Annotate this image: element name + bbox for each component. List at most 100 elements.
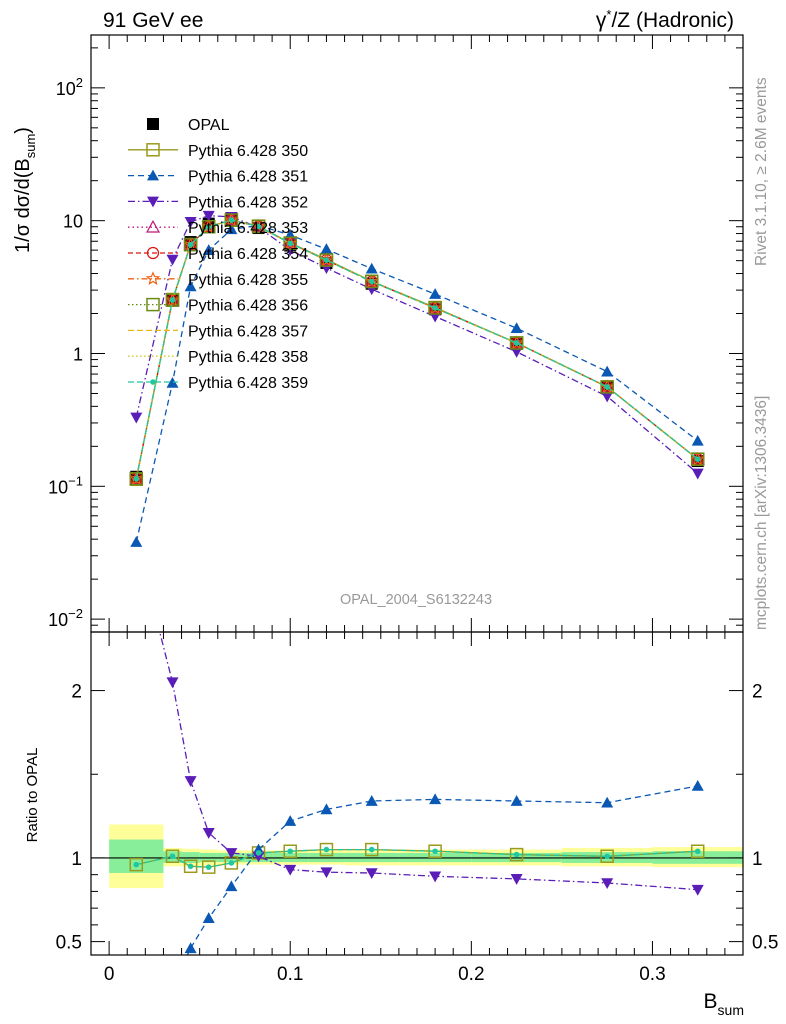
main-data-point: [184, 217, 197, 228]
main-y-tick-label: 10: [63, 212, 83, 232]
legend-marker: [146, 143, 160, 157]
main-data-point: [604, 384, 610, 390]
main-y-tick-label: 102: [56, 75, 83, 99]
legend-marker: [147, 169, 159, 181]
ratio-data-point: [167, 979, 179, 990]
legend-marker: [147, 196, 159, 208]
ratio-y-tick-label: 0.5: [56, 933, 82, 954]
ratio-data-point: [601, 796, 614, 808]
x-tick-label: 0.1: [277, 964, 303, 985]
main-data-point: [509, 336, 524, 350]
legend: OPAL Pythia 6.428 350 Pythia 6.428 351 Pyth…: [128, 117, 308, 392]
legend-entry-8: Pythia 6.428 357: [128, 323, 308, 340]
ratio-data-point: [166, 677, 179, 689]
legend-marker: [145, 219, 161, 233]
main-data-point: [601, 365, 614, 377]
ratio-y-tick-label-right: 2: [752, 682, 763, 703]
legend-label: Pythia 6.428 358: [188, 349, 308, 366]
main-data-point: [201, 219, 216, 234]
legend-label: Pythia 6.428 351: [188, 169, 308, 186]
main-data-point: [320, 243, 333, 254]
ratio-data-point: [252, 851, 265, 863]
x-tick-label: 0: [104, 964, 115, 985]
main-data-point: [432, 305, 438, 311]
main-data-point: [365, 262, 378, 274]
x-axis-label: Bsum: [704, 990, 744, 1018]
main-data-point: [319, 252, 334, 266]
legend-entry-3: Pythia 6.428 352: [128, 194, 308, 211]
main-series-10: [133, 217, 701, 482]
main-data-point: [283, 236, 298, 249]
main-data-point: [690, 451, 705, 465]
rivet-label: Rivet 3.1.10, ≥ 2.6M events: [753, 77, 770, 266]
main-data-point: [165, 293, 180, 307]
legend-label: Pythia 6.428 354: [188, 246, 308, 263]
main-data-point: [513, 340, 520, 346]
legend-marker: [145, 271, 161, 285]
main-data-point: [225, 223, 238, 235]
ratio-data-point: [368, 846, 375, 853]
ratio-y-tick-label-right: 1: [752, 849, 763, 870]
main-data-point: [228, 217, 235, 223]
ratio-data-point: [202, 828, 215, 839]
ratio-data-point: [225, 848, 238, 859]
legend-marker: [150, 379, 156, 385]
main-data-point: [691, 434, 704, 446]
main-data-point: [601, 391, 614, 403]
ratio-data-point: [225, 880, 238, 892]
ratio-data-point: [284, 864, 297, 876]
x-tick-label: 0.2: [458, 964, 484, 985]
ratio-data-point: [202, 912, 215, 923]
main-data-point: [364, 274, 379, 287]
ratio-series-3: [133, 846, 701, 870]
ratio-data-point: [323, 846, 330, 853]
main-data-point: [368, 278, 375, 285]
ratio-data-point: [133, 861, 140, 868]
ratio-data-point: [184, 776, 197, 787]
mcplots-label: mcplots.cern.ch [arXiv:1306.3436]: [753, 396, 770, 630]
ratio-data-point: [691, 779, 704, 791]
main-y-tick-label: 10−2: [48, 606, 83, 630]
ratio-stat-uncertainty-band: [109, 839, 164, 873]
main-data-point: [202, 244, 215, 255]
main-data-point: [287, 240, 294, 247]
main-y-tick-label: 1: [73, 344, 83, 364]
ratio-data-point: [429, 793, 442, 805]
ratio-series-2: [159, 632, 704, 896]
main-data-point: [183, 237, 198, 251]
ratio-data-point: [201, 860, 216, 874]
legend-entry-9: Pythia 6.428 358: [128, 349, 308, 366]
main-data-point: [251, 219, 266, 234]
main-data-point: [129, 472, 144, 486]
main-data-point: [169, 297, 176, 303]
ratio-data-point: [184, 942, 197, 954]
x-tick-label: 0.3: [639, 964, 665, 985]
legend-marker: [146, 297, 160, 312]
ratio-series-1: [130, 779, 704, 990]
main-data-point: [600, 380, 614, 394]
ratio-data-point: [365, 795, 378, 806]
main-data-point: [166, 254, 179, 266]
main-data-point: [133, 475, 140, 482]
ratio-data-point: [691, 884, 704, 896]
legend-label: Pythia 6.428 352: [188, 194, 308, 211]
main-data-point: [130, 412, 143, 424]
legend-label: Pythia 6.428 353: [188, 220, 308, 237]
legend-entry-2: Pythia 6.428 351: [128, 169, 308, 186]
header-left: 91 GeV ee: [103, 9, 203, 32]
main-data-point: [691, 468, 704, 480]
ratio-data-point: [130, 966, 142, 977]
ratio-data-point: [513, 851, 520, 858]
main-data-point: [166, 376, 179, 388]
ratio-data-point: [165, 849, 180, 864]
legend-marker: [146, 246, 160, 260]
legend-label: Pythia 6.428 357: [188, 323, 308, 340]
ratio-y-axis-label: Ratio to OPAL: [24, 748, 41, 843]
legend-entry-0: OPAL: [147, 117, 230, 134]
ratio-data-point: [429, 871, 442, 883]
ratio-data-point: [205, 864, 212, 870]
main-data-point: [694, 456, 701, 462]
main-data-point: [224, 213, 239, 227]
ratio-data-point: [694, 848, 701, 855]
